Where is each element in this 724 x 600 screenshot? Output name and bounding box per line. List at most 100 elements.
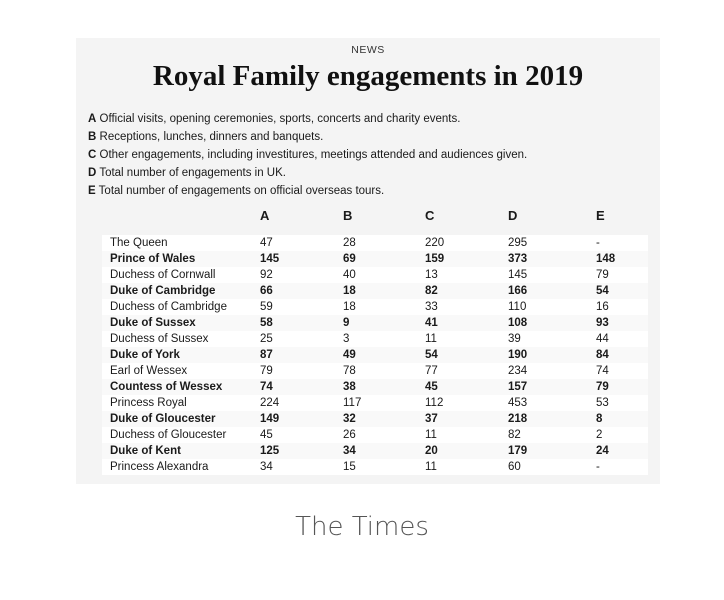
legend-key: E bbox=[88, 185, 96, 197]
table-row: Earl of Wessex 79 78 77 234 74 bbox=[102, 363, 648, 379]
row-name: Duchess of Cambridge bbox=[110, 301, 227, 313]
cell-b: 117 bbox=[343, 397, 362, 409]
cell-b: 78 bbox=[343, 365, 356, 377]
row-name: Duchess of Sussex bbox=[110, 333, 209, 345]
cell-e: 54 bbox=[596, 285, 609, 297]
table-row: Duke of Cambridge 66 18 82 166 54 bbox=[102, 283, 648, 299]
cell-c: 77 bbox=[425, 365, 438, 377]
legend-key: B bbox=[88, 131, 97, 143]
cell-c: 220 bbox=[425, 237, 445, 249]
legend-text: Total number of engagements on official … bbox=[98, 185, 385, 197]
column-header-e: E bbox=[596, 208, 605, 223]
table-row: Prince of Wales 145 69 159 373 148 bbox=[102, 251, 648, 267]
legend-text: Other engagements, including investiture… bbox=[99, 149, 528, 161]
cell-a: 149 bbox=[260, 413, 280, 425]
row-name: Prince of Wales bbox=[110, 253, 196, 265]
cell-d: 453 bbox=[508, 397, 528, 409]
row-name: Duke of York bbox=[110, 349, 180, 361]
cell-c: 11 bbox=[425, 429, 437, 441]
cell-c: 37 bbox=[425, 413, 438, 425]
cell-b: 15 bbox=[343, 461, 356, 473]
cell-e: 44 bbox=[596, 333, 609, 345]
cell-e: 53 bbox=[596, 397, 609, 409]
cell-b: 34 bbox=[343, 445, 356, 457]
row-name: The Queen bbox=[110, 237, 168, 249]
legend-item: A Official visits, opening ceremonies, s… bbox=[88, 110, 527, 128]
table-row: Duchess of Gloucester 45 26 11 82 2 bbox=[102, 427, 648, 443]
cell-a: 34 bbox=[260, 461, 273, 473]
legend-text: Official visits, opening ceremonies, spo… bbox=[99, 113, 461, 125]
cell-c: 13 bbox=[425, 269, 438, 281]
row-name: Princess Alexandra bbox=[110, 461, 209, 473]
cell-e: 8 bbox=[596, 413, 603, 425]
cell-d: 145 bbox=[508, 269, 528, 281]
cell-d: 166 bbox=[508, 285, 528, 297]
article-image: NEWS Royal Family engagements in 2019 A … bbox=[76, 38, 660, 484]
cell-a: 92 bbox=[260, 269, 273, 281]
section-kicker: NEWS bbox=[351, 44, 385, 56]
cell-a: 58 bbox=[260, 317, 273, 329]
cell-b: 18 bbox=[343, 301, 356, 313]
row-name: Duchess of Cornwall bbox=[110, 269, 216, 281]
cell-d: 190 bbox=[508, 349, 528, 361]
cell-e: 84 bbox=[596, 349, 609, 361]
cell-c: 45 bbox=[425, 381, 438, 393]
cell-c: 11 bbox=[425, 333, 437, 345]
cell-a: 59 bbox=[260, 301, 273, 313]
cell-a: 87 bbox=[260, 349, 273, 361]
row-name: Duke of Sussex bbox=[110, 317, 196, 329]
cell-a: 224 bbox=[260, 397, 280, 409]
cell-b: 40 bbox=[343, 269, 356, 281]
table-row: Duke of Sussex 58 9 41 108 93 bbox=[102, 315, 648, 331]
cell-b: 49 bbox=[343, 349, 356, 361]
row-name: Duke of Gloucester bbox=[110, 413, 216, 425]
column-header-d: D bbox=[508, 208, 518, 223]
cell-b: 3 bbox=[343, 333, 350, 345]
row-name: Earl of Wessex bbox=[110, 365, 188, 377]
cell-c: 33 bbox=[425, 301, 438, 313]
cell-a: 47 bbox=[260, 237, 273, 249]
cell-b: 28 bbox=[343, 237, 356, 249]
cell-a: 45 bbox=[260, 429, 273, 441]
cell-e: 148 bbox=[596, 253, 616, 265]
cell-c: 41 bbox=[425, 317, 438, 329]
cell-b: 26 bbox=[343, 429, 356, 441]
row-name: Duke of Kent bbox=[110, 445, 181, 457]
cell-e: 79 bbox=[596, 381, 609, 393]
cell-b: 38 bbox=[343, 381, 356, 393]
cell-c: 112 bbox=[425, 397, 444, 409]
table-row: Duke of York 87 49 54 190 84 bbox=[102, 347, 648, 363]
table-row: Duchess of Cambridge 59 18 33 110 16 bbox=[102, 299, 648, 315]
cell-d: 218 bbox=[508, 413, 528, 425]
cell-d: 110 bbox=[508, 301, 527, 313]
legend-text: Total number of engagements in UK. bbox=[99, 167, 286, 179]
cell-d: 179 bbox=[508, 445, 528, 457]
row-name: Princess Royal bbox=[110, 397, 187, 409]
cell-d: 39 bbox=[508, 333, 521, 345]
table-row: Countess of Wessex 74 38 45 157 79 bbox=[102, 379, 648, 395]
table-row: The Queen 47 28 220 295 - bbox=[102, 235, 648, 251]
column-header-c: C bbox=[425, 208, 435, 223]
cell-d: 60 bbox=[508, 461, 521, 473]
cell-c: 159 bbox=[425, 253, 445, 265]
cell-e: 16 bbox=[596, 301, 609, 313]
row-name: Countess of Wessex bbox=[110, 381, 223, 393]
cell-a: 125 bbox=[260, 445, 280, 457]
legend-item: B Receptions, lunches, dinners and banqu… bbox=[88, 128, 527, 146]
legend-item: E Total number of engagements on officia… bbox=[88, 182, 527, 200]
cell-d: 82 bbox=[508, 429, 521, 441]
cell-e: 93 bbox=[596, 317, 609, 329]
legend-key: D bbox=[88, 167, 97, 179]
cell-c: 11 bbox=[425, 461, 437, 473]
cell-a: 145 bbox=[260, 253, 280, 265]
cell-e: 79 bbox=[596, 269, 609, 281]
cell-c: 20 bbox=[425, 445, 438, 457]
legend-item: D Total number of engagements in UK. bbox=[88, 164, 527, 182]
legend: A Official visits, opening ceremonies, s… bbox=[88, 110, 527, 200]
table-row: Duke of Kent 125 34 20 179 24 bbox=[102, 443, 648, 459]
cell-e: 2 bbox=[596, 429, 603, 441]
cell-b: 32 bbox=[343, 413, 356, 425]
engagements-table: The Queen 47 28 220 295- Prince of Wales 145 69… bbox=[102, 235, 648, 475]
row-name: Duke of Cambridge bbox=[110, 285, 216, 297]
source-caption: The Times bbox=[295, 512, 429, 542]
